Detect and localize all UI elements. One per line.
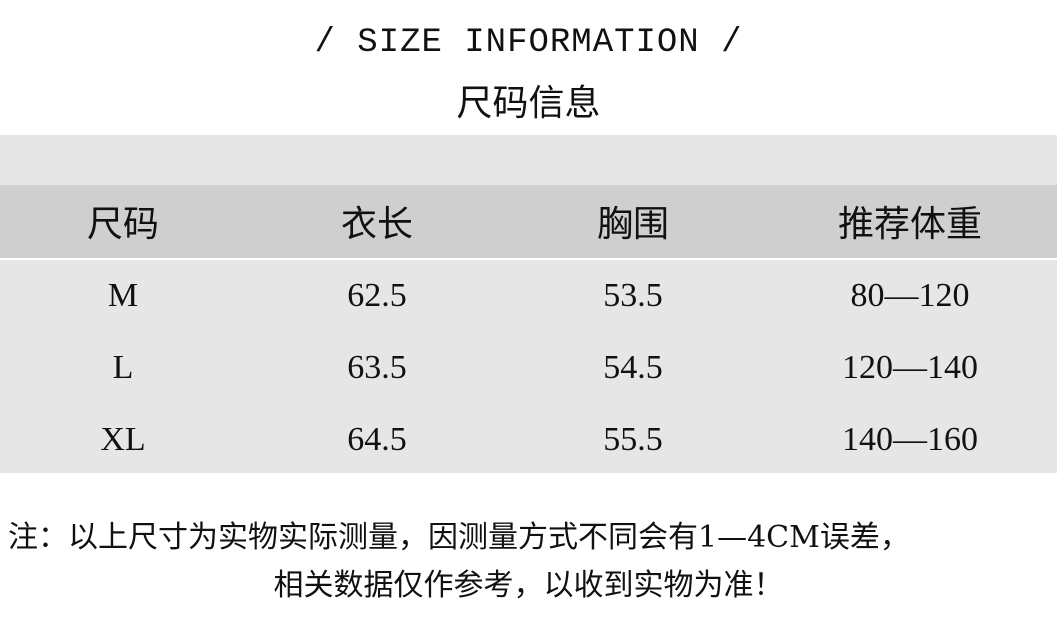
cell-size: L [112,349,134,386]
table-row: L 63.5 54.5 120—140 [0,332,1057,404]
title-english: / SIZE INFORMATION / [314,24,743,62]
cell-chest: 53.5 [603,277,663,314]
note-line-1: 注：以上尺寸为实物实际测量，因测量方式不同会有1—4CM误差， [8,520,910,555]
cell-size: M [107,277,139,314]
header-size: 尺码 [86,204,160,245]
table-row: M 62.5 53.5 80—120 [0,260,1057,332]
title-chinese: 尺码信息 [456,83,601,124]
cell-size: XL [100,421,146,458]
cell-chest: 54.5 [603,349,663,386]
note-line-2: 相关数据仅作参考，以收到实物为准！ [273,568,784,603]
header-length: 衣长 [340,204,414,245]
table-row: XL 64.5 55.5 140—160 [0,404,1057,476]
cell-length: 63.5 [347,349,407,386]
header-chest: 胸围 [596,204,670,245]
header-weight: 推荐体重 [837,204,983,245]
cell-length: 64.5 [347,421,407,458]
cell-chest: 55.5 [603,421,663,458]
table-body: M 62.5 53.5 80—120 L 63.5 54.5 120—140 X… [0,260,1057,473]
cell-weight: 140—160 [842,421,978,458]
top-band [0,135,1057,185]
table-header: 尺码 衣长 胸围 推荐体重 [0,185,1057,258]
cell-weight: 80—120 [850,277,970,314]
cell-weight: 120—140 [842,349,978,386]
cell-length: 62.5 [347,277,407,314]
